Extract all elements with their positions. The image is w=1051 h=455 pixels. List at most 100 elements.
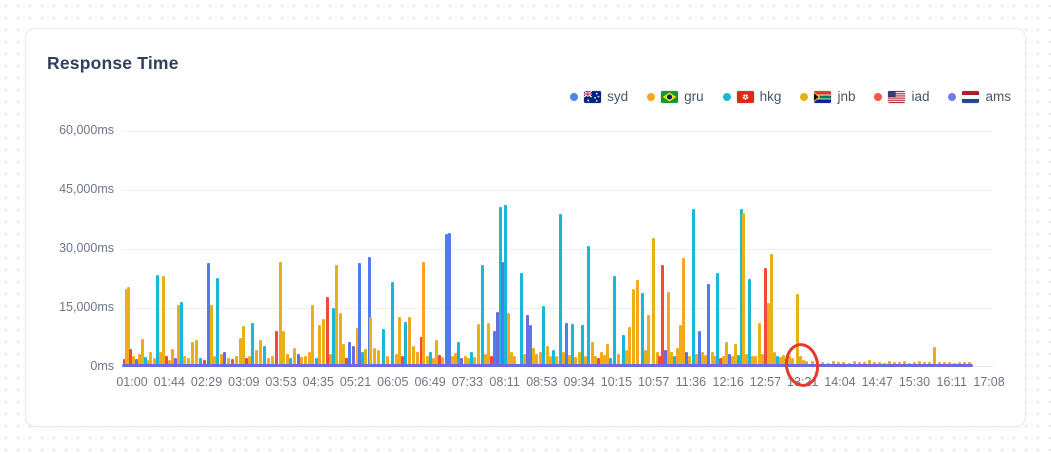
bar-jnb[interactable] (711, 352, 714, 366)
bar-jnb[interactable] (510, 352, 513, 366)
bar-gru[interactable] (339, 313, 342, 366)
legend-item-gru[interactable]: gru (647, 89, 704, 104)
bar-jnb[interactable] (742, 213, 745, 366)
bar-iad[interactable] (129, 349, 132, 366)
bar-syd[interactable] (493, 331, 496, 366)
bar-gru[interactable] (168, 360, 171, 366)
bar-jnb[interactable] (467, 358, 470, 366)
bar-jnb[interactable] (183, 356, 186, 366)
bar-iad[interactable] (326, 297, 329, 366)
bar-jnb[interactable] (532, 348, 535, 366)
bar-gru[interactable] (591, 342, 594, 366)
bar-gru[interactable] (267, 358, 270, 366)
bar-jnb[interactable] (688, 356, 691, 366)
bar-jnb[interactable] (271, 356, 274, 366)
bar-gru[interactable] (535, 354, 538, 366)
bar-jnb[interactable] (342, 344, 345, 366)
bar-gru[interactable] (636, 280, 639, 366)
bar-jnb[interactable] (758, 323, 761, 366)
bar-gru[interactable] (422, 262, 425, 366)
bar-jnb[interactable] (523, 354, 526, 366)
legend-item-jnb[interactable]: jnb (800, 89, 855, 104)
bar-gru[interactable] (695, 354, 698, 366)
bar-gru[interactable] (676, 348, 679, 366)
bar-gru[interactable] (125, 289, 128, 366)
bar-jnb[interactable] (242, 326, 245, 366)
bar-jnb[interactable] (679, 325, 682, 366)
bar-gru[interactable] (318, 325, 321, 366)
bar-gru[interactable] (617, 354, 620, 366)
bar-hkg[interactable] (156, 275, 159, 366)
bar-jnb[interactable] (195, 340, 198, 366)
bar-gru[interactable] (454, 353, 457, 366)
bar-gru[interactable] (628, 327, 631, 366)
bar-hkg[interactable] (571, 324, 574, 366)
bar-gru[interactable] (153, 358, 156, 366)
bar-gru[interactable] (132, 356, 135, 366)
bar-hkg[interactable] (609, 358, 612, 366)
bar-jnb[interactable] (555, 356, 558, 366)
bar-ams[interactable] (460, 358, 463, 366)
bar-iad[interactable] (165, 356, 168, 366)
bar-jnb[interactable] (335, 265, 338, 366)
bar-jnb[interactable] (670, 352, 673, 366)
bar-gru[interactable] (539, 352, 542, 366)
bar-hkg[interactable] (542, 306, 545, 366)
bar-gru[interactable] (356, 328, 359, 366)
bar-ams[interactable] (685, 352, 688, 366)
bar-iad[interactable] (401, 356, 404, 366)
bar-gru[interactable] (484, 354, 487, 366)
bar-hkg[interactable] (481, 265, 484, 366)
bar-hkg[interactable] (315, 358, 318, 366)
bar-ams[interactable] (223, 352, 226, 366)
bar-hkg[interactable] (692, 209, 695, 366)
bar-hkg[interactable] (404, 322, 407, 366)
bar-jnb[interactable] (377, 350, 380, 366)
bar-hkg[interactable] (587, 246, 590, 366)
bar-hkg[interactable] (263, 346, 266, 366)
bar-jnb[interactable] (578, 352, 581, 366)
bar-gru[interactable] (473, 357, 476, 366)
bar-jnb[interactable] (210, 305, 213, 366)
bar-ams[interactable] (728, 354, 731, 366)
bar-gru[interactable] (138, 354, 141, 366)
bar-gru[interactable] (584, 356, 587, 366)
bar-gru[interactable] (329, 354, 332, 366)
bar-jnb[interactable] (594, 356, 597, 366)
bar-jnb[interactable] (568, 355, 571, 366)
legend-item-ams[interactable]: ams (948, 89, 1011, 104)
bar-gru[interactable] (656, 352, 659, 366)
bar-gru[interactable] (464, 356, 467, 366)
bar-jnb[interactable] (477, 324, 480, 366)
bar-syd[interactable] (448, 233, 451, 366)
bar-jnb[interactable] (149, 352, 152, 366)
bar-iad[interactable] (764, 268, 767, 366)
bar-jnb[interactable] (734, 344, 737, 366)
bar-syd[interactable] (565, 323, 568, 366)
bar-jnb[interactable] (888, 361, 891, 366)
bar-jnb[interactable] (282, 331, 285, 366)
bar-hkg[interactable] (581, 325, 584, 366)
bar-jnb[interactable] (259, 340, 262, 366)
bar-hkg[interactable] (470, 352, 473, 366)
legend-item-iad[interactable]: iad (874, 89, 929, 104)
bar-gru[interactable] (441, 357, 444, 366)
bar-jnb[interactable] (751, 356, 754, 366)
bar-hkg[interactable] (559, 214, 562, 366)
bar-jnb[interactable] (770, 254, 773, 366)
bar-ams[interactable] (174, 358, 177, 366)
bar-hkg[interactable] (737, 355, 740, 366)
legend-item-hkg[interactable]: hkg (722, 89, 781, 104)
bar-jnb[interactable] (652, 238, 655, 366)
bar-hkg[interactable] (289, 358, 292, 366)
bar-gru[interactable] (286, 354, 289, 366)
bar-hkg[interactable] (332, 308, 335, 366)
bar-gru[interactable] (811, 361, 814, 366)
bar-hkg[interactable] (748, 279, 751, 366)
bar-gru[interactable] (600, 352, 603, 366)
bar-jnb[interactable] (868, 360, 871, 366)
bar-jnb[interactable] (918, 361, 921, 366)
bar-gru[interactable] (398, 317, 401, 366)
bar-jnb[interactable] (802, 360, 805, 366)
bar-jnb[interactable] (796, 294, 799, 366)
